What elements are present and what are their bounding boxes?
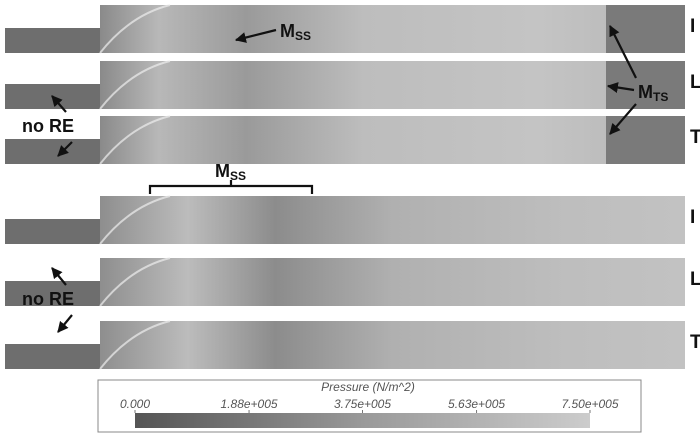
annotation: no RE	[22, 116, 74, 136]
colorbar-tick-label: 7.50e+005	[561, 397, 618, 411]
colorbar-tick-label: 1.88e+005	[221, 397, 278, 411]
row-label: I	[690, 16, 695, 37]
colorbar	[135, 413, 590, 428]
row-label: L	[690, 269, 700, 290]
colorbar-title: Pressure (N/m^2)	[321, 380, 415, 394]
channel	[100, 321, 685, 369]
colorbar-tick-label: 0.000	[120, 397, 150, 411]
inlet	[5, 344, 101, 369]
annotation: MSS	[215, 161, 246, 183]
inlet	[5, 28, 101, 53]
dark-region	[606, 5, 685, 53]
channel	[100, 258, 685, 306]
row-label: L	[690, 72, 700, 93]
inlet	[5, 219, 101, 244]
bracket	[150, 180, 312, 194]
row-label: I	[690, 207, 695, 228]
channel	[100, 5, 685, 53]
row-label: T	[690, 332, 700, 353]
row-label: T	[690, 127, 700, 148]
channel	[100, 196, 685, 244]
channel	[100, 61, 685, 109]
simulation-strips	[5, 5, 685, 369]
colorbar-tick-label: 3.75e+005	[334, 397, 391, 411]
channel	[100, 116, 685, 164]
inlet	[5, 139, 101, 164]
figure: ILTILT MSS MTS no RE MSS no RE Pressure …	[0, 0, 700, 434]
colorbar-tick-label: 5.63e+005	[448, 397, 505, 411]
row-labels: I L T I L T	[690, 16, 700, 353]
arrow	[58, 315, 72, 332]
dark-region	[606, 116, 685, 164]
annotation: no RE	[22, 289, 74, 309]
